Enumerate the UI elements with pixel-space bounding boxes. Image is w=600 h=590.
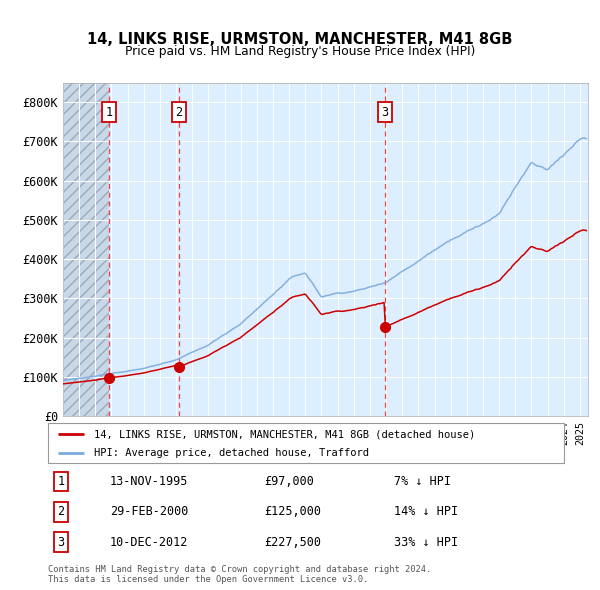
Text: 33% ↓ HPI: 33% ↓ HPI xyxy=(394,536,458,549)
Text: Price paid vs. HM Land Registry's House Price Index (HPI): Price paid vs. HM Land Registry's House … xyxy=(125,45,475,58)
Text: 1: 1 xyxy=(106,106,113,119)
Text: £97,000: £97,000 xyxy=(265,475,314,488)
Text: 3: 3 xyxy=(382,106,389,119)
Text: £227,500: £227,500 xyxy=(265,536,322,549)
Text: £125,000: £125,000 xyxy=(265,505,322,519)
Text: 13-NOV-1995: 13-NOV-1995 xyxy=(110,475,188,488)
Text: 2: 2 xyxy=(175,106,182,119)
Text: 3: 3 xyxy=(58,536,64,549)
Text: 14% ↓ HPI: 14% ↓ HPI xyxy=(394,505,458,519)
Text: 7% ↓ HPI: 7% ↓ HPI xyxy=(394,475,451,488)
Text: 14, LINKS RISE, URMSTON, MANCHESTER, M41 8GB: 14, LINKS RISE, URMSTON, MANCHESTER, M41… xyxy=(88,32,512,47)
Text: 1: 1 xyxy=(58,475,64,488)
FancyBboxPatch shape xyxy=(48,423,564,463)
Text: HPI: Average price, detached house, Trafford: HPI: Average price, detached house, Traf… xyxy=(94,448,370,458)
Text: 10-DEC-2012: 10-DEC-2012 xyxy=(110,536,188,549)
Text: 2: 2 xyxy=(58,505,64,519)
Text: 29-FEB-2000: 29-FEB-2000 xyxy=(110,505,188,519)
Text: 14, LINKS RISE, URMSTON, MANCHESTER, M41 8GB (detached house): 14, LINKS RISE, URMSTON, MANCHESTER, M41… xyxy=(94,430,476,440)
Text: Contains HM Land Registry data © Crown copyright and database right 2024.
This d: Contains HM Land Registry data © Crown c… xyxy=(48,565,431,584)
